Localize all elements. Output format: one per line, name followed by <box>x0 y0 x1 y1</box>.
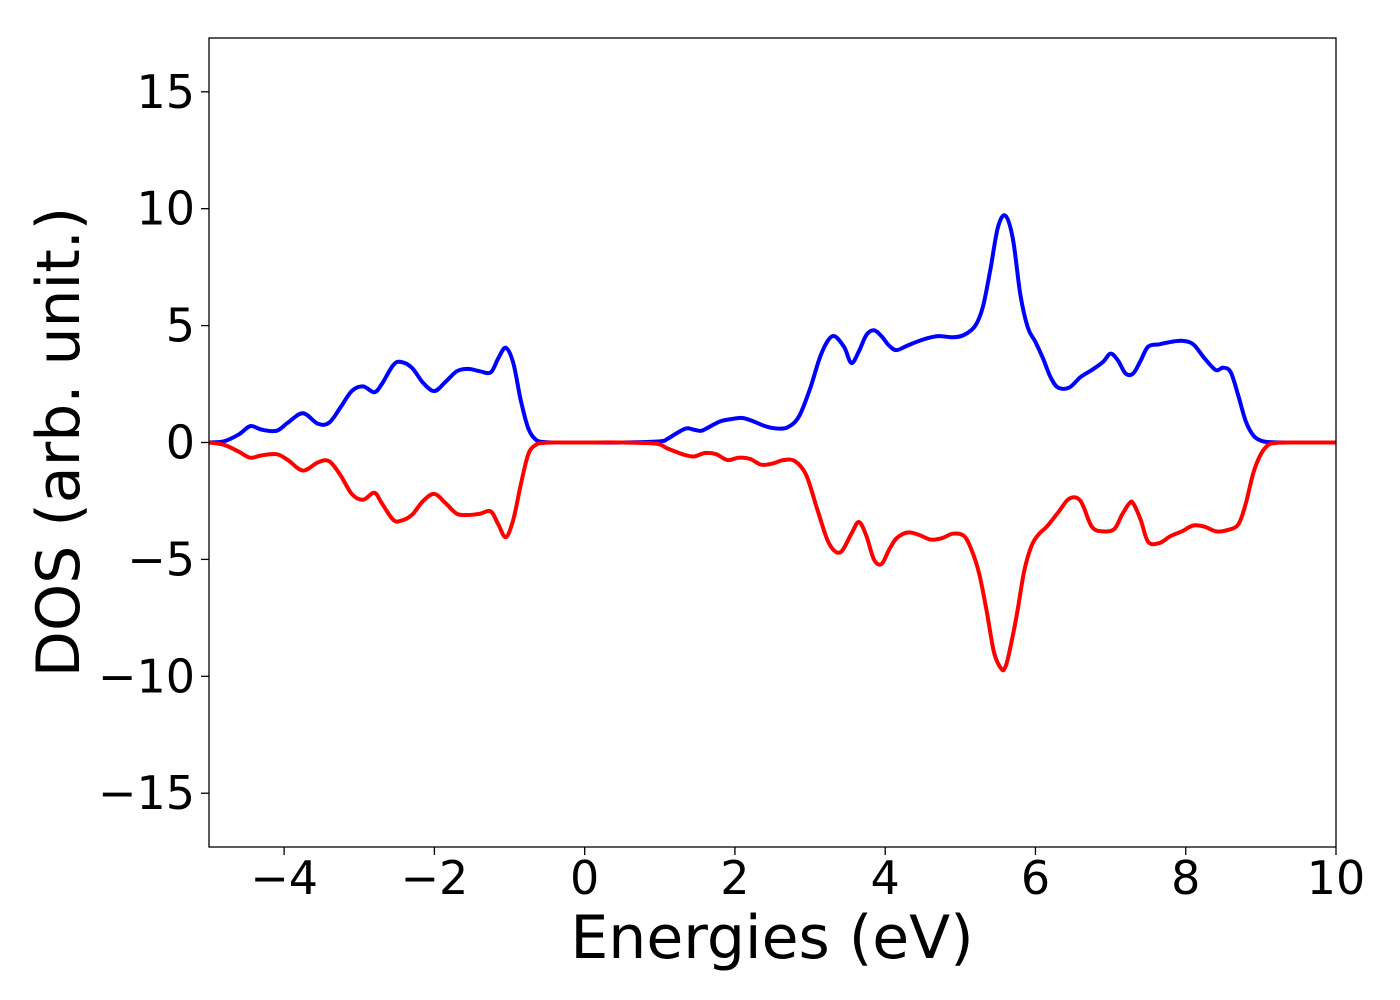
y-tick-label: 15 <box>136 65 195 119</box>
dos-series-positive-line <box>208 213 1336 445</box>
x-tick-label: 6 <box>1021 851 1050 905</box>
y-tick-label: 10 <box>136 182 195 236</box>
y-tick-label: −5 <box>127 532 195 586</box>
x-axis: −4 −2 0 2 4 6 8 10 <box>250 847 1365 905</box>
dos-series-negative-line <box>208 440 1336 673</box>
x-tick-label: 2 <box>720 851 749 905</box>
y-axis: 15 10 5 0 −5 −10 −15 <box>98 65 209 820</box>
y-tick-label: −10 <box>98 649 195 703</box>
x-tick-label: −4 <box>250 851 318 905</box>
y-tick-label: −15 <box>98 766 195 820</box>
y-tick-label: 0 <box>166 416 195 470</box>
x-tick-label: 10 <box>1307 851 1366 905</box>
y-tick-label: 5 <box>166 299 195 353</box>
x-tick-label: 4 <box>871 851 900 905</box>
x-tick-label: 8 <box>1171 851 1200 905</box>
x-tick-label: −2 <box>400 851 468 905</box>
x-axis-label: Energies (eV) <box>570 903 973 973</box>
x-tick-label: 0 <box>570 851 599 905</box>
y-axis-label: DOS (arb. unit.) <box>24 207 94 677</box>
series-layer <box>208 213 1336 673</box>
plot-area <box>209 38 1336 847</box>
